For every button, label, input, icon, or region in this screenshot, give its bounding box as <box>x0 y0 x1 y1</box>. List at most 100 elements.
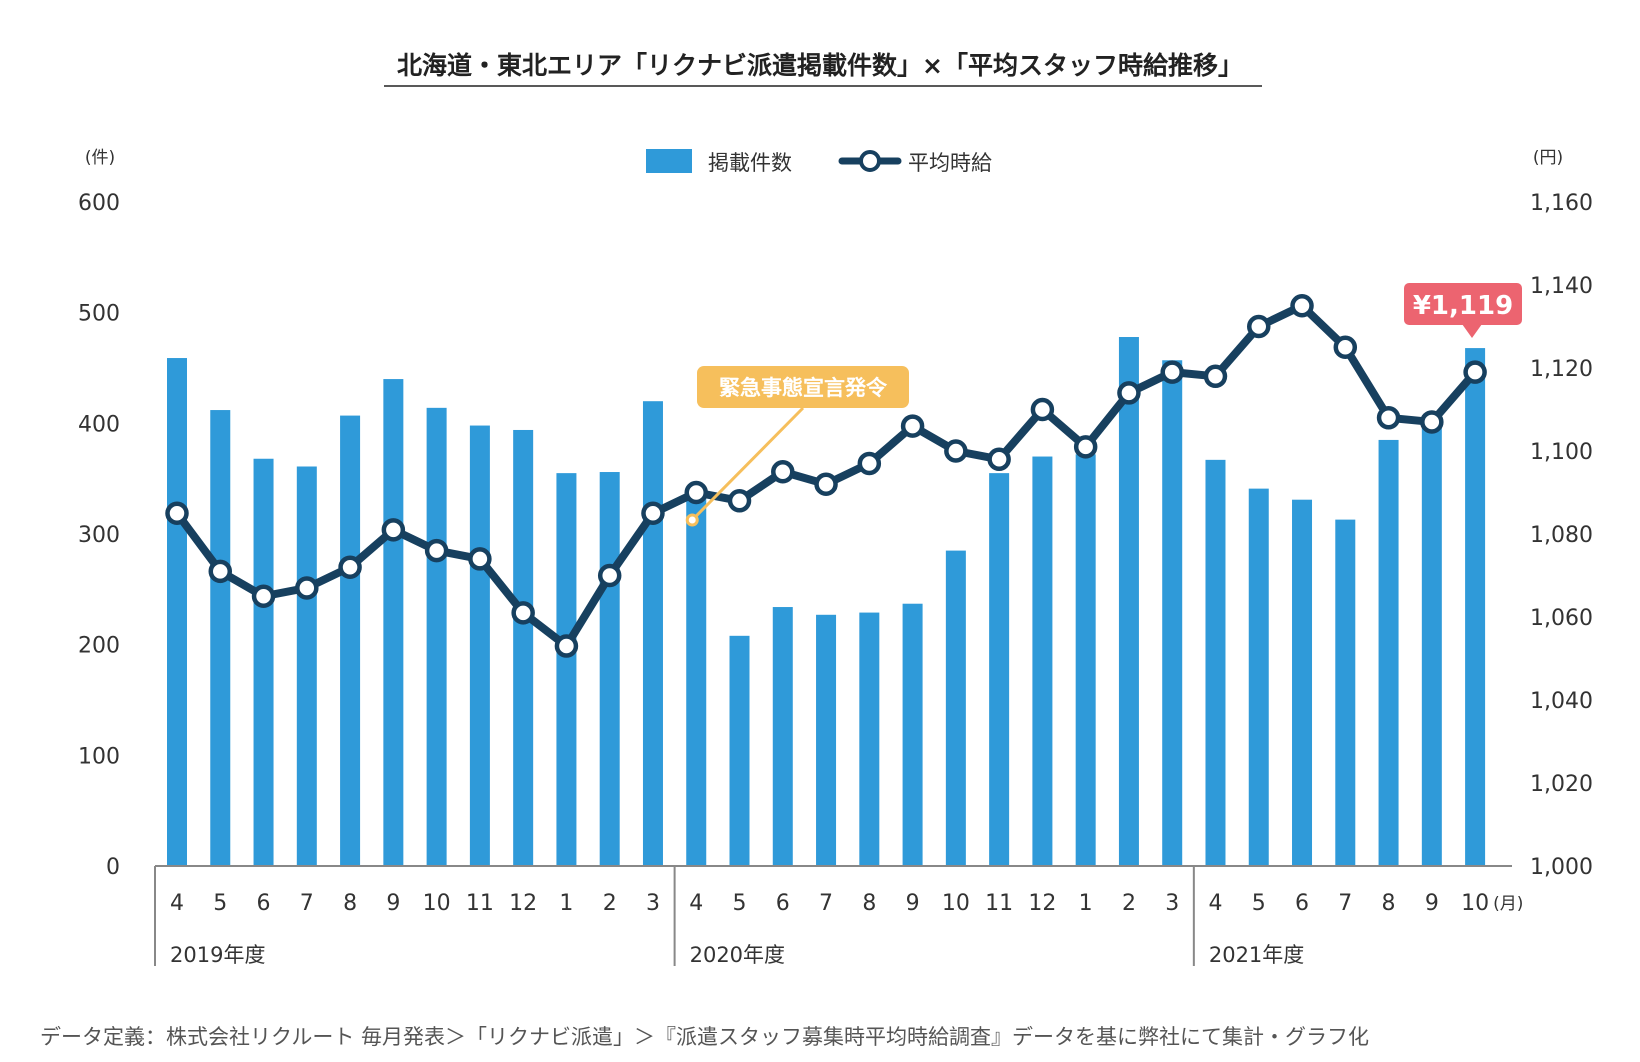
y-right-tick-label: 1,120 <box>1530 357 1593 382</box>
x-tick-label: 9 <box>1425 891 1439 916</box>
line-point <box>1203 364 1228 389</box>
line-series <box>165 294 1487 658</box>
year-group-label: 2021年度 <box>1209 943 1304 967</box>
x-tick-label: 5 <box>733 891 747 916</box>
bar-mark <box>1162 360 1183 866</box>
bar-mark <box>816 614 837 866</box>
x-tick-label: 2 <box>603 891 617 916</box>
line-point <box>381 518 406 542</box>
emergency-callout: 緊急事態宣言発令 <box>685 366 909 527</box>
legend-line-marker <box>859 150 881 172</box>
bar-mark <box>1421 425 1442 866</box>
x-tick-label: 12 <box>1028 891 1056 916</box>
bar-mark <box>642 401 663 866</box>
x-tick-label: 6 <box>1295 891 1309 916</box>
x-tick-label: 1 <box>1079 891 1093 916</box>
line-point <box>944 439 968 463</box>
bar-mark <box>1378 439 1399 866</box>
y-right-unit: (円) <box>1533 148 1563 168</box>
bar-mark <box>340 415 361 866</box>
bar-mark <box>902 603 923 866</box>
y-left-tick-label: 500 <box>78 302 120 327</box>
line-point <box>338 555 362 579</box>
x-tick-label: 10 <box>423 891 451 916</box>
line-point <box>900 414 925 438</box>
x-tick-label: 7 <box>300 891 314 916</box>
bar-mark <box>296 466 317 866</box>
bar-mark <box>599 472 620 866</box>
line-point <box>1376 406 1401 430</box>
line-point <box>165 501 189 525</box>
x-tick-label: 7 <box>819 891 833 916</box>
line-point <box>1160 360 1184 384</box>
y-right-tick-label: 1,040 <box>1530 689 1593 714</box>
x-tick-label: 6 <box>776 891 790 916</box>
line-point <box>641 501 665 525</box>
x-tick-label: 4 <box>170 891 184 916</box>
price-badge: ¥1,119 <box>1404 283 1522 338</box>
line-point <box>554 634 579 658</box>
line-point <box>771 460 795 484</box>
y-left-unit: (件) <box>85 148 115 168</box>
year-group-label: 2019年度 <box>170 943 265 967</box>
callout-label: 緊急事態宣言発令 <box>719 376 888 400</box>
x-tick-label: 9 <box>386 891 400 916</box>
line-point <box>1247 314 1271 339</box>
bar-mark <box>772 607 793 866</box>
bar-mark <box>1248 488 1269 866</box>
x-tick-label: 9 <box>906 891 920 916</box>
price-badge-box <box>1404 283 1522 325</box>
legend-bar-label: 掲載件数 <box>708 151 792 175</box>
x-tick-label: 1 <box>559 891 573 916</box>
line-point <box>1333 335 1358 359</box>
y-left-tick-label: 600 <box>78 191 120 216</box>
line-point <box>424 538 449 563</box>
y-left-tick-label: 400 <box>78 412 120 437</box>
x-tick-label: 10 <box>1461 891 1489 916</box>
legend-bar-swatch <box>646 149 692 173</box>
y-left-axis: 0 100 200 300 400 500 600 <box>78 191 120 880</box>
bar-mark <box>1118 337 1139 867</box>
line-point <box>727 489 752 513</box>
line-point <box>1117 381 1141 405</box>
y-left-tick-label: 200 <box>78 634 120 659</box>
y-left-tick-label: 300 <box>78 523 120 548</box>
x-tick-label: 6 <box>257 891 271 916</box>
line-point <box>987 447 1011 472</box>
bar-mark <box>729 635 750 866</box>
x-tick-label: 3 <box>646 891 660 916</box>
line-point <box>597 563 622 588</box>
x-tick-label: 5 <box>213 891 227 916</box>
y-right-tick-label: 1,080 <box>1530 523 1593 548</box>
bar-mark <box>1465 348 1486 867</box>
bar-mark <box>686 491 707 866</box>
x-tick-label: 4 <box>689 891 703 916</box>
year-group-labels: 2019年度 2020年度 2021年度 <box>154 866 1304 967</box>
bar-mark <box>1205 459 1226 866</box>
callout-anchor-dot <box>685 513 699 527</box>
y-right-tick-label: 1,060 <box>1530 606 1593 631</box>
bar-mark <box>426 407 447 866</box>
bar-mark <box>469 425 490 866</box>
y-right-tick-label: 1,100 <box>1530 440 1593 465</box>
line-point <box>1420 410 1444 434</box>
line-point <box>295 576 319 600</box>
y-right-tick-label: 1,000 <box>1530 855 1593 880</box>
line-point <box>511 601 535 625</box>
bar-mark <box>859 612 880 866</box>
x-tick-label: 12 <box>509 891 537 916</box>
bar-mark <box>513 429 534 866</box>
y-right-tick-label: 1,020 <box>1530 772 1593 797</box>
line-point <box>468 547 492 571</box>
price-badge-pointer <box>1462 324 1482 338</box>
x-axis: 4 5 6 7 8 9 10 11 12 1 2 3 4 5 6 7 8 9 10 11 12 1 2 3 4 5 6 7 8 9 10 (月… <box>170 891 1523 916</box>
bar-series <box>167 337 1486 867</box>
line-point <box>684 480 708 505</box>
line-point <box>1290 294 1314 318</box>
y-right-axis: 1,000 1,020 1,040 1,060 1,080 1,100 1,120 1,140… <box>1530 191 1593 880</box>
y-left-tick-label: 0 <box>106 855 120 880</box>
bar-mark <box>945 550 966 866</box>
bar-mark <box>1335 519 1356 866</box>
line-point <box>251 584 276 608</box>
